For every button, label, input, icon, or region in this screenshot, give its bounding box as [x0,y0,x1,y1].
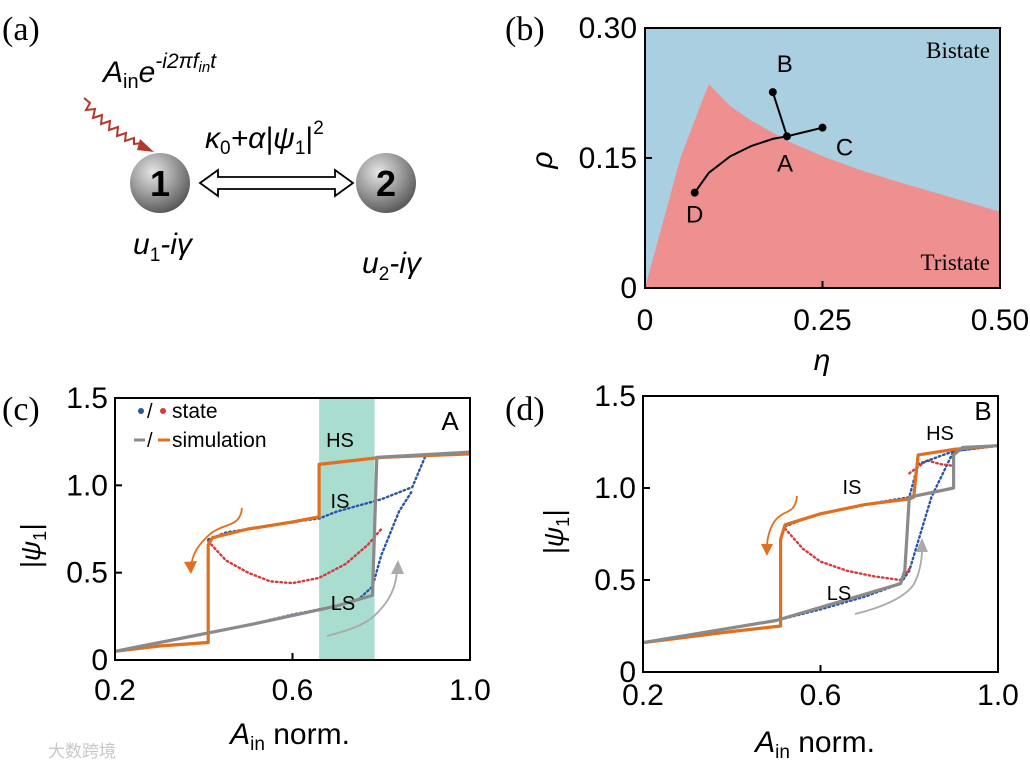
legend-simulation-label: simulation [172,429,267,452]
drive-label: Aine-i2πfint [101,50,217,93]
c-sim-down-sweep [114,452,471,653]
legend-sep-1: / [147,401,153,423]
d-branch-is: IS [843,477,862,499]
point-C [818,123,827,132]
d-xtick-label: 0.2 [622,679,664,712]
path-A-B [771,91,788,137]
point-label-B: B [777,51,793,78]
b-xlabel: η [814,344,831,377]
d-state-stable [641,444,1000,644]
c-ytick-label: 0.5 [66,557,108,590]
panel-b-tag: (b) [505,11,545,48]
d-ylabel: |ψ1| [538,510,573,555]
d-xtick-label: 0.6 [800,679,842,712]
panel-c-tag: (c) [2,391,40,428]
d-ytick-label: 0 [619,656,636,689]
c-branch-is: IS [331,491,350,513]
d-ytick-label: 1.5 [594,380,636,413]
point-label-C: C [836,135,853,162]
b-ytick-label: 0 [620,272,637,305]
point-A [783,132,791,141]
d-xtick-label: 1.0 [977,679,1019,712]
point-D [690,188,699,197]
d-sweep-down-arrow [766,495,798,549]
c-branch-ls: LS [331,593,355,615]
legend-state-label: state [172,400,218,423]
resonator-1-label: 1 [150,163,170,204]
b-ylabel: ρ [526,151,559,169]
c-corner-label: A [441,406,459,436]
d-branch-ls: LS [827,583,851,605]
resonator-2-freq: u2-iγ [362,247,423,285]
c-ytick-label: 0 [91,644,108,677]
resonator-2-label: 2 [376,163,396,204]
c-ylabel: |ψ1| [15,524,50,569]
d-branch-hs: HS [926,423,954,445]
c-legend: / state / simulation [134,400,267,452]
point-B [768,88,777,97]
d-state-unstable [783,527,911,582]
c-xtick-label: 0.6 [272,674,314,707]
point-label-D: D [686,202,703,229]
panel-c: (c) 0.2 0.6 1.0 0 0.5 1.0 1.5 A HS IS LS / sta… [2,382,491,755]
hysteresis-plot-d: 0.2 0.6 1.0 0 0.5 1.0 1.5 [594,380,1019,712]
d-sweep-up-arrowhead [916,538,928,552]
region-label-bistate: Bistate [926,38,990,63]
panel-a-tag: (a) [2,11,40,48]
c-sweep-up-arrowhead [391,560,404,574]
b-xtick-label: 0.25 [793,304,851,337]
c-branch-hs: HS [326,430,354,452]
d-xlabel: Ain norm. [753,726,875,763]
hysteresis-plot-c: 0.2 0.6 1.0 0 0.5 1.0 1.5 [66,382,491,707]
panel-d: (d) 0.2 0.6 1.000.51.01.5 B HS IS LS |ψ1| … [505,380,1019,763]
c-sweep-up-arrow [326,570,398,637]
c-ytick-label: 1.0 [66,469,108,502]
b-xtick-label: 0.50 [971,304,1029,337]
c-xtick-label: 0.2 [94,674,136,707]
c-sweep-down-arrowhead [184,561,197,574]
watermark: 大数跨境 [48,742,116,761]
resonator-1-freq: u1-iγ [133,228,194,266]
tristate-region [645,84,1000,288]
c-sim-up-sweep [114,450,471,653]
legend-sep-2: / [147,430,153,452]
b-xtick-label: 0 [637,304,654,337]
c-shaded-band [319,398,375,660]
d-sweep-up-arrow [854,548,923,615]
d-sim-up-sweep [642,444,999,645]
panel-b: (b) B C A D 0 0.25 0.50 0 0.15 0.30 Bistate Trist… [505,11,1029,377]
b-ytick-label: 0.15 [579,142,637,175]
panel-d-tag: (d) [505,391,545,428]
c-xtick-label: 1.0 [449,674,491,707]
region-label-tristate: Tristate [921,250,990,275]
c-state-unstable [206,527,383,585]
c-xlabel: Ain norm. [228,718,350,755]
d-ytick-label: 1.0 [594,472,636,505]
b-ytick-label: 0.30 [579,12,637,45]
resonator-1-sphere [130,153,190,213]
phase-diagram: B C A D 0 0.25 0.50 0 0.15 0.30 [579,12,1030,337]
legend-state-blue-dot [138,408,144,414]
d-corner-label: B [974,396,991,426]
c-sweep-down-arrow [190,507,243,567]
c-ytick-label: 1.5 [66,382,108,415]
resonator-2-sphere [356,153,416,213]
c-axes-frame [114,397,471,661]
d-sim-down-sweep [642,444,999,645]
path-D-A-C [693,126,823,194]
panel-a: (a) Aine-i2πfint 1 2 κ0+α|ψ1|2 u1-iγ u2-… [2,11,423,285]
legend-state-red-dot [160,408,166,414]
drive-wave [83,97,143,146]
point-label-A: A [777,150,793,177]
coupling-label: κ0+α|ψ1|2 [205,118,324,159]
d-sweep-down-arrowhead [761,544,773,556]
d-ytick-label: 0.5 [594,564,636,597]
drive-arrowhead [137,139,154,152]
coupling-double-arrow [198,168,355,198]
